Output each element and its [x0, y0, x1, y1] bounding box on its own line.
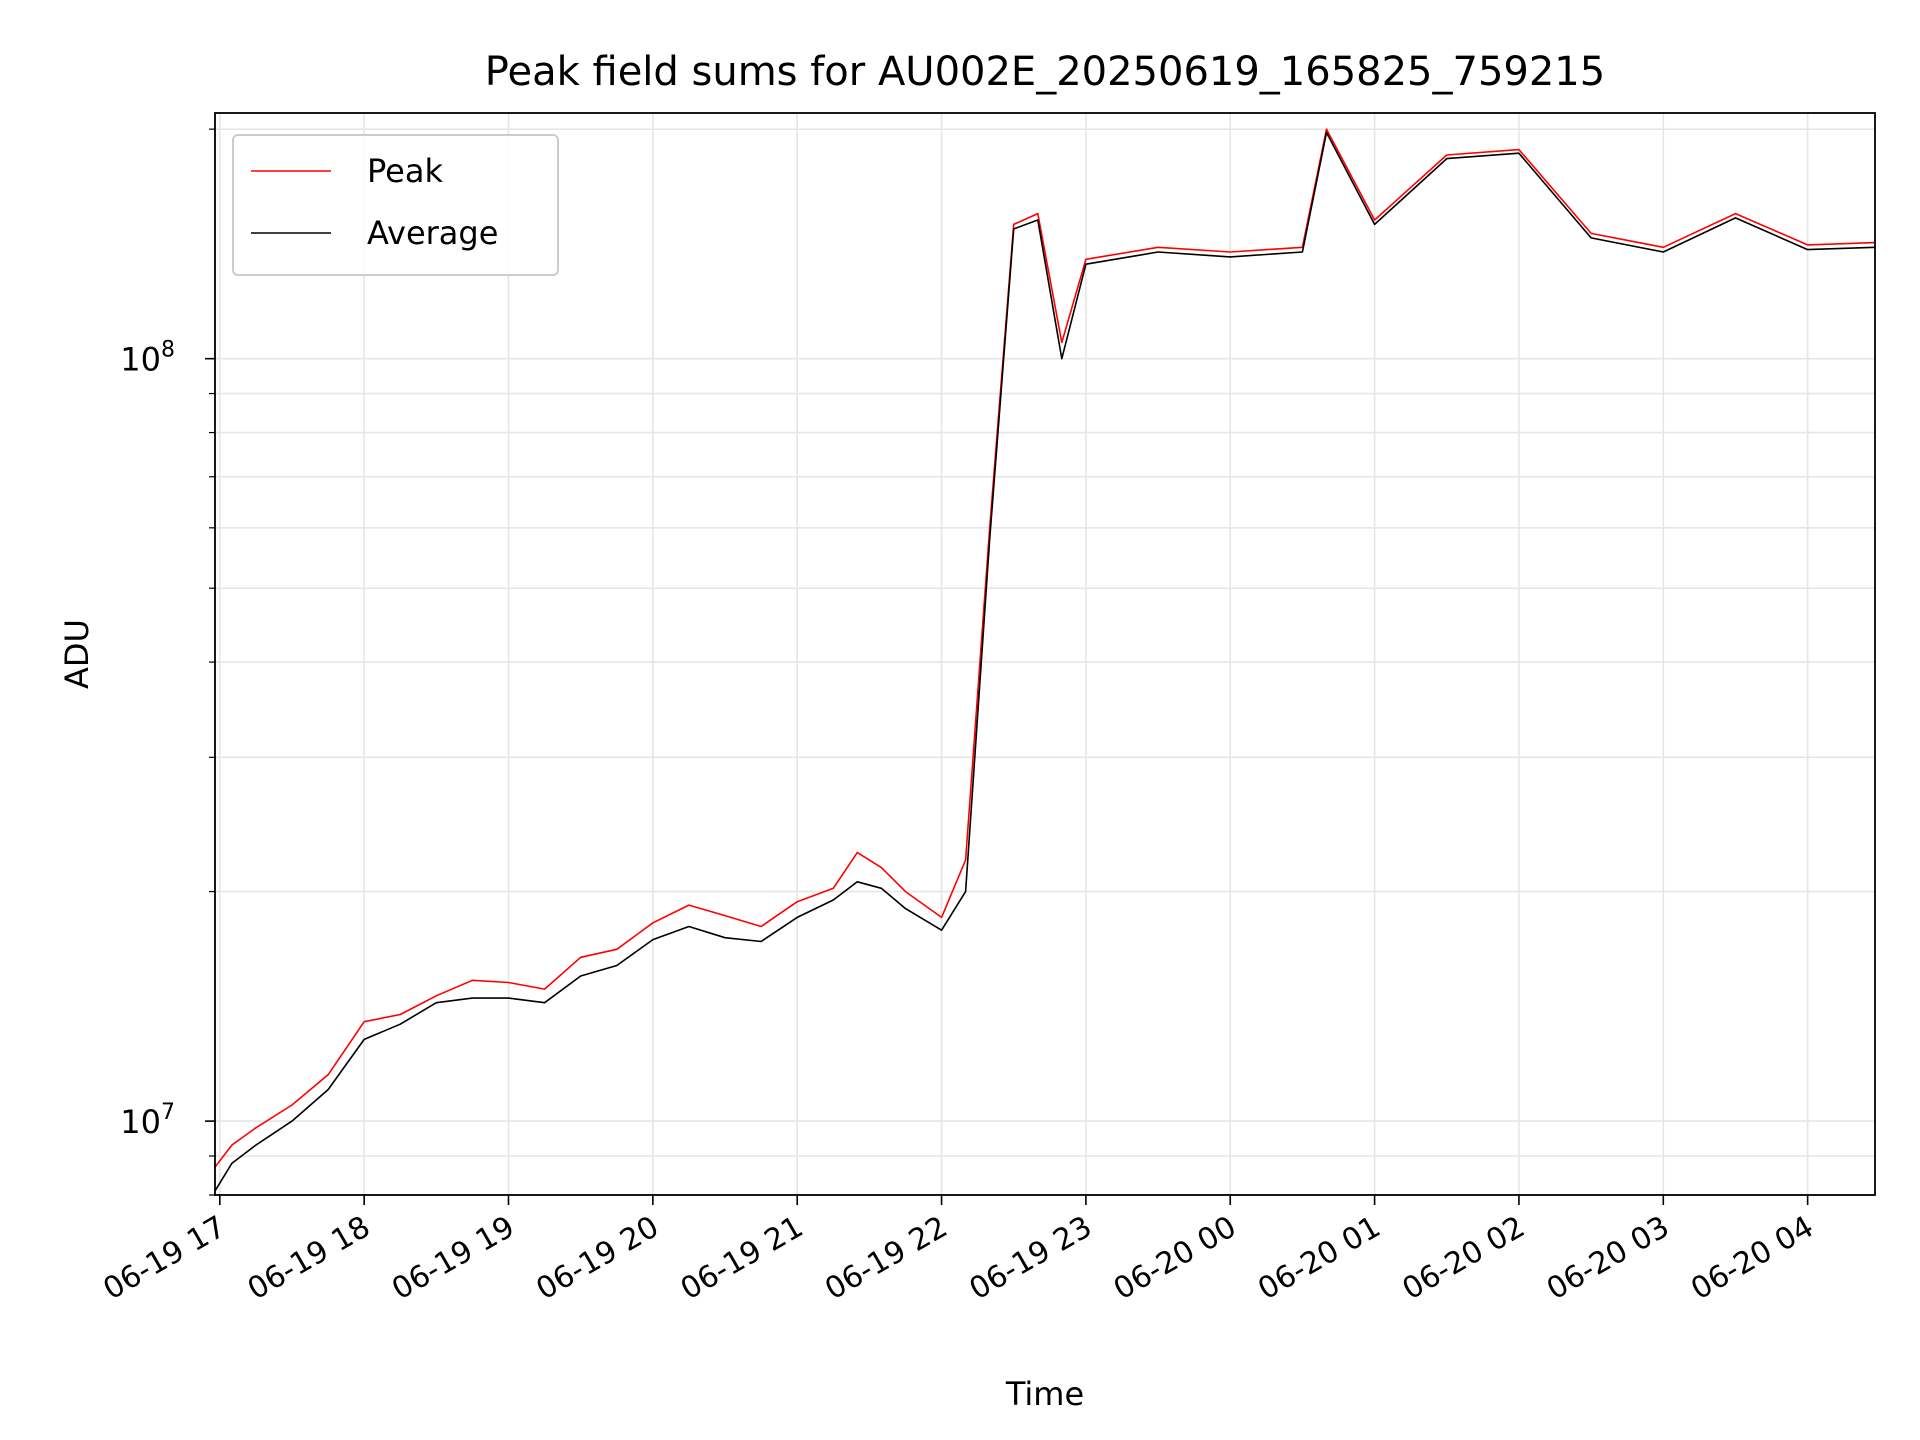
x-tick-label: 06-19 21	[675, 1209, 809, 1307]
x-tick-label: 06-19 23	[964, 1209, 1098, 1307]
x-tick-label: 06-19 19	[386, 1209, 520, 1307]
y-tick-label: 107	[120, 1100, 175, 1141]
x-tick-label: 06-19 20	[531, 1209, 665, 1307]
series-line-average	[214, 131, 1876, 1192]
legend-box	[232, 134, 559, 276]
x-tick-label: 06-20 00	[1108, 1209, 1242, 1307]
plot-frame	[214, 112, 1876, 1196]
x-tick-label: 06-20 03	[1541, 1209, 1675, 1307]
x-tick-label: 06-20 02	[1397, 1209, 1531, 1307]
grid	[215, 113, 1875, 1196]
x-tick-label: 06-20 01	[1252, 1209, 1386, 1307]
legend-label-average: Average	[367, 214, 498, 252]
x-tick-label: 06-20 04	[1685, 1209, 1819, 1307]
ticks: 06-19 17 06-19 18 06-19 19 06-19 20 06-19 21…	[97, 128, 1820, 1307]
x-tick-label: 06-19 22	[819, 1209, 953, 1307]
x-axis-label: Time	[1005, 1375, 1084, 1413]
legend-label-peak: Peak	[367, 152, 443, 190]
series-line-peak	[214, 128, 1876, 1168]
x-tick-label: 06-19 17	[97, 1209, 231, 1307]
y-axis-label: ADU	[58, 619, 96, 689]
x-tick-label: 06-19 18	[242, 1209, 376, 1307]
series-layer	[214, 128, 1876, 1192]
chart-title: Peak field sums for AU002E_20250619_1658…	[485, 49, 1605, 95]
y-tick-label: 108	[120, 338, 175, 379]
legend: Peak Average	[232, 134, 559, 276]
